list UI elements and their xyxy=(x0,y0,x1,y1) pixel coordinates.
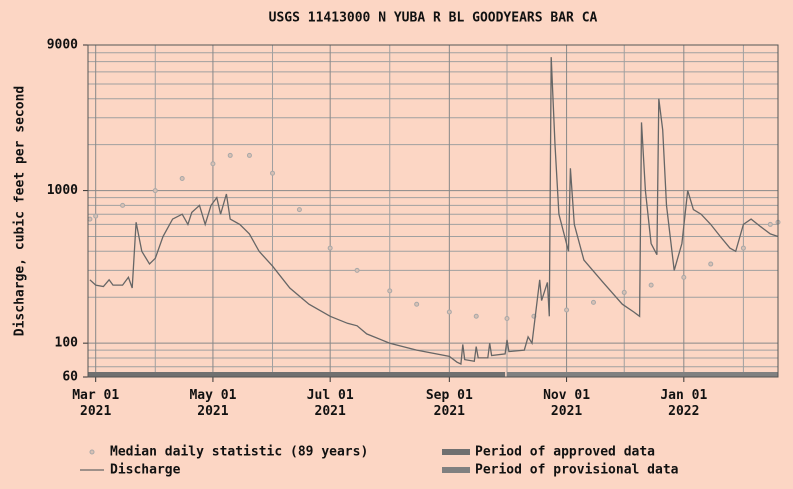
plot-frame xyxy=(87,44,779,378)
x-tick-label: Sep 01 2021 xyxy=(426,388,473,419)
median-dot xyxy=(327,245,333,251)
x-tick-label-line: 2021 xyxy=(434,404,465,419)
median-dot xyxy=(446,309,452,315)
median-dot xyxy=(740,245,746,251)
median-dot xyxy=(387,288,393,294)
x-tick-label-line: 2021 xyxy=(197,404,228,419)
y-tick-label: 1000 xyxy=(47,183,78,198)
x-tick-label-line: 2021 xyxy=(80,404,111,419)
median-dot xyxy=(621,289,627,295)
median-dot xyxy=(296,207,302,213)
median-dot xyxy=(564,307,570,313)
median-dot xyxy=(473,313,479,319)
y-tick-label: 60 xyxy=(62,370,78,385)
median-dot xyxy=(590,299,596,305)
plot-area xyxy=(88,45,778,377)
legend-label: Discharge xyxy=(110,463,181,478)
x-tick-label: Mar 01 2021 xyxy=(72,388,119,419)
median-dot xyxy=(708,261,714,267)
median-dot xyxy=(354,267,360,273)
median-dot xyxy=(246,152,252,158)
x-tick-label-line: Sep 01 xyxy=(426,388,473,403)
x-tick-label-line: Nov 01 xyxy=(543,388,590,403)
x-tick-label-line: Jan 01 xyxy=(660,388,707,403)
legend-symbol xyxy=(442,449,470,455)
median-dot xyxy=(210,161,216,167)
x-tick-label-line: 2022 xyxy=(668,404,699,419)
y-tick-label: 100 xyxy=(55,336,79,351)
legend-symbol xyxy=(442,467,470,473)
y-tick-label: 9000 xyxy=(47,38,78,53)
median-dot xyxy=(681,274,687,280)
x-tick-label-line: Mar 01 xyxy=(72,388,119,403)
legend-label: Median daily statistic (89 years) xyxy=(110,445,368,460)
legend-label: Period of approved data xyxy=(475,445,655,460)
legend-label: Period of provisional data xyxy=(475,463,679,478)
median-dot xyxy=(152,188,158,194)
legend-symbol xyxy=(89,449,95,455)
x-tick-label-line: May 01 xyxy=(189,388,236,403)
y-axis-label: Discharge, cubic feet per second xyxy=(13,86,28,336)
x-tick-label-line: Jul 01 xyxy=(307,388,354,403)
discharge-line xyxy=(89,57,779,365)
x-tick-label: Jan 01 2022 xyxy=(660,388,707,419)
median-dot xyxy=(87,216,93,222)
median-dot xyxy=(179,176,185,182)
median-dot xyxy=(414,301,420,307)
median-dot xyxy=(648,282,654,288)
median-dot xyxy=(227,152,233,158)
median-dot xyxy=(93,213,99,219)
median-dot xyxy=(767,221,773,227)
x-tick-label: May 01 2021 xyxy=(189,388,236,419)
chart-title: USGS 11413000 N YUBA R BL GOODYEARS BAR … xyxy=(269,11,598,26)
median-dot xyxy=(120,202,126,208)
x-tick-label: Nov 01 2021 xyxy=(543,388,590,419)
median-dot xyxy=(504,316,510,322)
x-tick-label-line: 2021 xyxy=(315,404,346,419)
period-bar xyxy=(506,372,778,377)
x-tick-label-line: 2021 xyxy=(551,404,582,419)
period-bar xyxy=(88,372,506,377)
median-dot xyxy=(270,170,276,176)
x-tick-label: Jul 01 2021 xyxy=(307,388,354,419)
